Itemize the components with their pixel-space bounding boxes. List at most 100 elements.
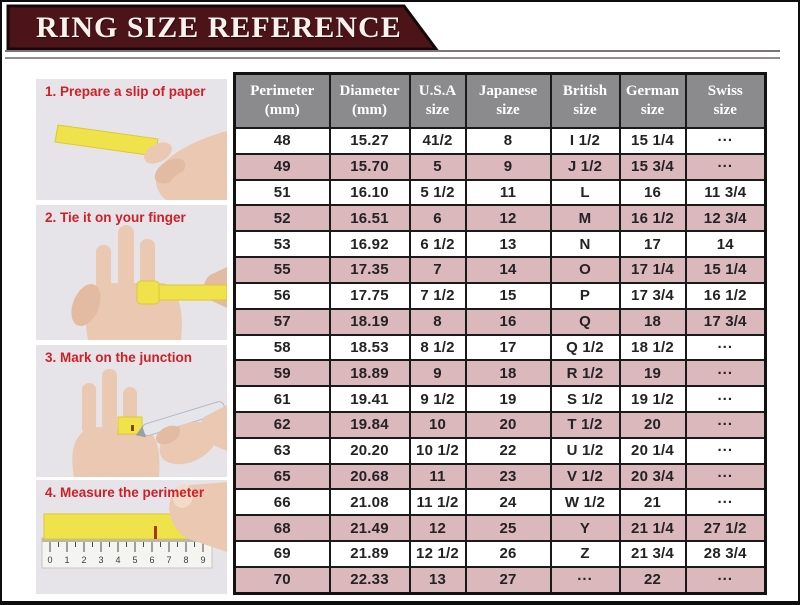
cell-japanese: 17 [464,333,552,362]
cell-perimeter: 56 [233,281,331,310]
size-row-61: 61 19.41 9 1/2 19 S 1/2 19 1/2 ··· [233,385,767,413]
cell-perimeter: 59 [233,359,331,388]
size-row-57: 57 18.19 8 16 Q 18 17 3/4 [233,307,767,336]
cell-japanese: 22 [464,436,552,465]
cell-british: P [549,281,621,310]
cell-japanese: 11 [464,178,552,207]
size-row-55: 55 17.35 7 14 O 17 1/4 15 1/4 [233,256,767,284]
cell-usa: 10 [408,410,467,439]
size-row-58: 58 18.53 8 1/2 17 Q 1/2 18 1/2 ··· [233,333,767,362]
cell-british: I 1/2 [549,127,621,155]
cell-perimeter: 63 [233,436,331,465]
cell-usa: 11 [408,462,467,491]
cell-british: Q [549,307,621,336]
cell-swiss: 17 3/4 [684,307,767,336]
cell-diameter: 15.27 [328,127,411,155]
cell-perimeter: 55 [233,256,331,284]
cell-japanese: 24 [464,488,552,517]
banner: RING SIZE REFERENCE [6,4,442,52]
cell-swiss: ··· [684,462,767,491]
paper-wrapped-on-finger-icon [71,225,227,340]
cell-swiss: 12 3/4 [684,204,767,233]
column-header-german: German size [618,72,687,129]
cell-japanese: 23 [464,462,552,491]
cell-diameter: 16.10 [328,178,411,207]
cell-british: M [549,204,621,233]
cell-japanese: 8 [464,127,552,155]
step-2-panel: 2. Tie it on your finger [36,205,227,340]
cell-japanese: 16 [464,307,552,336]
step-4-label: 4. Measure the perimeter [45,485,205,500]
step-3-panel: 3. Mark on the junction [36,345,227,477]
cell-german: 20 1/4 [618,436,687,465]
cell-diameter: 17.75 [328,281,411,310]
size-row-56: 56 17.75 7 1/2 15 P 17 3/4 16 1/2 [233,281,767,310]
pen-mark [154,526,157,539]
cell-german: 17 1/4 [618,256,687,284]
step-4-panel: 0 1 2 3 4 5 6 7 8 9 4. Measure the perimeter [36,480,227,594]
svg-text:8: 8 [183,555,188,565]
step-3-label: 3. Mark on the junction [45,350,193,365]
cell-perimeter: 51 [233,178,331,207]
cell-usa: 6 1/2 [408,230,467,259]
cell-perimeter: 66 [233,488,331,517]
cell-usa: 12 [408,514,467,542]
cell-usa: 7 1/2 [408,281,467,310]
column-header-japanese: Japanese size [464,72,552,129]
cell-perimeter: 70 [233,565,331,595]
cell-british: V 1/2 [549,462,621,491]
cell-perimeter: 48 [233,127,331,155]
page-title: RING SIZE REFERENCE [36,11,402,44]
cell-usa: 13 [408,565,467,595]
cell-german: 16 [618,178,687,207]
svg-text:3: 3 [98,555,103,565]
cell-usa: 12 1/2 [408,540,467,568]
cell-british: T 1/2 [549,410,621,439]
cell-perimeter: 65 [233,462,331,491]
column-header-british: British size [549,72,621,129]
size-row-53: 53 16.92 6 1/2 13 N 17 14 [233,230,767,259]
cell-usa: 5 1/2 [408,178,467,207]
cell-german: 15 3/4 [618,152,687,181]
cell-japanese: 14 [464,256,552,284]
cell-british: R 1/2 [549,359,621,388]
cell-diameter: 22.33 [328,565,411,595]
cell-diameter: 18.53 [328,333,411,362]
cell-british: Y [549,514,621,542]
cell-diameter: 18.89 [328,359,411,388]
cell-german: 19 [618,359,687,388]
cell-german: 18 [618,307,687,336]
cell-japanese: 15 [464,281,552,310]
cell-swiss: ··· [684,488,767,517]
ring-size-table: Perimeter (mm) Diameter (mm) U.S.A size Japane… [233,72,767,595]
cell-german: 19 1/2 [618,385,687,413]
cell-japanese: 26 [464,540,552,568]
cell-swiss: ··· [684,152,767,181]
cell-british: Z [549,540,621,568]
cell-usa: 10 1/2 [408,436,467,465]
cell-usa: 9 1/2 [408,385,467,413]
cell-swiss: ··· [684,385,767,413]
step-1-panel: 1. Prepare a slip of paper [36,79,227,200]
cell-diameter: 15.70 [328,152,411,181]
svg-text:1: 1 [64,555,69,565]
cell-german: 21 1/4 [618,514,687,542]
svg-text:4: 4 [115,555,120,565]
cell-british: N [549,230,621,259]
cell-usa: 5 [408,152,467,181]
cell-usa: 6 [408,204,467,233]
size-row-59: 59 18.89 9 18 R 1/2 19 ··· [233,359,767,388]
cell-swiss: ··· [684,565,767,595]
table-header-row: Perimeter (mm) Diameter (mm) U.S.A size Japane… [233,72,767,129]
cell-diameter: 21.89 [328,540,411,568]
cell-german: 15 1/4 [618,127,687,155]
cell-japanese: 18 [464,359,552,388]
size-row-69: 69 21.89 12 1/2 26 Z 21 3/4 28 3/4 [233,540,767,568]
cell-british: ··· [549,565,621,595]
cell-german: 16 1/2 [618,204,687,233]
cell-perimeter: 69 [233,540,331,568]
column-header-diameter: Diameter (mm) [328,72,411,129]
svg-text:6: 6 [149,555,154,565]
hand-holding-paper-slip-icon [54,124,227,200]
cell-german: 18 1/2 [618,333,687,362]
